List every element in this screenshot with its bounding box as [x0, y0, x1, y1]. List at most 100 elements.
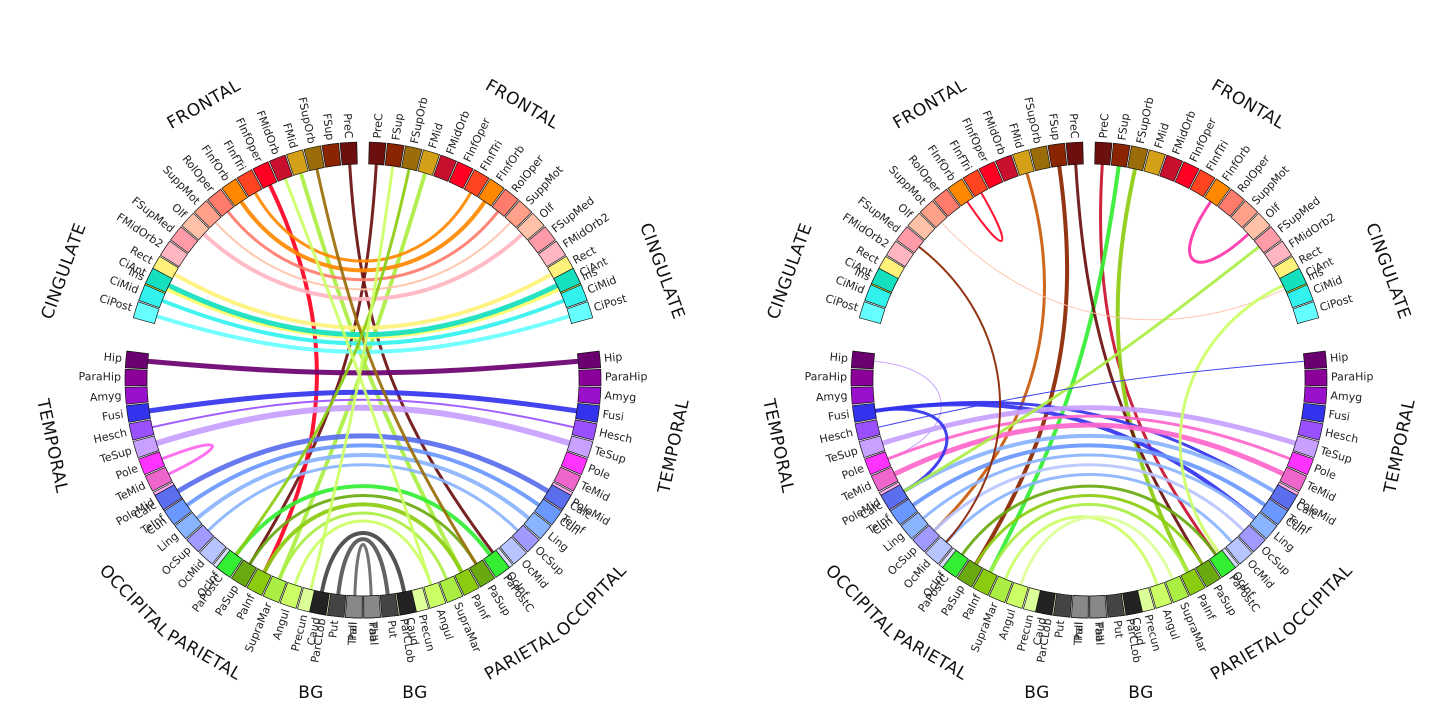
segment-right-finftri	[463, 169, 490, 198]
label-left-put: Put	[1052, 619, 1067, 639]
link-angul-angul	[293, 519, 433, 586]
segment-left-fsuporb	[303, 145, 325, 172]
segment-right-thal	[1070, 595, 1089, 619]
label-right-fsuporb: FSupOrb	[1134, 96, 1157, 145]
segment-right-hip	[576, 350, 602, 370]
segment-right-amyg	[1303, 386, 1328, 405]
segment-right-fsup	[384, 142, 405, 168]
lobe-label-right-parietal: PARIETAL	[481, 626, 562, 685]
lobe-label-right-frontal: FRONTAL	[1208, 76, 1288, 134]
segment-right-fsupmed	[527, 226, 556, 254]
link-ocsup-ocsup	[933, 463, 1245, 532]
region-segments	[124, 141, 602, 619]
segment-left-ciant	[871, 267, 899, 293]
segment-left-calc	[880, 484, 909, 511]
segment-left-cipost	[858, 301, 886, 324]
segment-right-hesch	[571, 419, 598, 441]
label-right-fmid: FMid	[426, 121, 446, 150]
segment-right-ciant	[553, 267, 581, 293]
segment-left-fsupmed	[170, 226, 199, 254]
bg-label-left: BG	[298, 683, 324, 703]
segment-right-finftri	[1189, 169, 1216, 198]
region-segments	[850, 141, 1328, 619]
link-painf-painf	[989, 502, 1189, 573]
segment-left-ocmid	[924, 536, 953, 565]
segment-right-thal	[344, 595, 363, 619]
segment-right-suppmot	[1230, 200, 1259, 229]
segment-left-fmidorb2	[885, 240, 915, 268]
segment-left-angul	[1005, 582, 1029, 609]
segment-left-hip	[850, 350, 876, 370]
segment-left-pole	[138, 451, 166, 476]
label-left-caud: Caud	[1031, 616, 1049, 646]
link-supramar-supramar	[278, 511, 448, 580]
link-fusi-calc	[874, 400, 1275, 493]
link-pasup-pasup	[974, 494, 1204, 565]
link-temid-temid	[892, 422, 1286, 477]
bg-label-right: BG	[402, 683, 428, 703]
label-right-thal: Thal	[346, 622, 360, 647]
label-left-parahip: ParaHip	[79, 370, 122, 383]
label-right-fusi: Fusi	[602, 408, 625, 424]
segment-left-finfoper	[252, 161, 278, 189]
label-left-cipost: CiPost	[98, 292, 135, 315]
link-finftri-finftri	[254, 192, 472, 263]
segment-right-caud	[396, 590, 417, 616]
segment-right-fusi	[575, 402, 600, 423]
label-left-olf: Olf	[169, 201, 190, 222]
segment-right-temid	[1279, 466, 1308, 492]
label-right-prec: PreC	[1097, 113, 1112, 139]
label-left-fusi: Fusi	[827, 408, 850, 424]
label-right-fmid: FMid	[1152, 121, 1172, 150]
segment-left-ciant	[145, 267, 173, 293]
segment-left-olf	[907, 212, 936, 241]
segment-left-cun	[889, 498, 919, 526]
segment-right-cipost	[1292, 301, 1320, 324]
segment-right-ocsup	[1237, 524, 1266, 553]
segment-left-parahip	[124, 368, 148, 387]
segment-right-calc	[543, 484, 572, 511]
label-left-olf: Olf	[895, 201, 916, 222]
label-right-fsuporb: FSupOrb	[408, 96, 431, 145]
label-right-prec: PreC	[371, 113, 386, 139]
lobe-label-left-temporal: TEMPORAL	[32, 396, 72, 495]
segment-right-pole	[1286, 451, 1314, 476]
label-left-angul: Angul	[996, 607, 1018, 641]
label-right-amyg: Amyg	[604, 389, 637, 404]
label-left-painf: PaInf	[960, 591, 984, 622]
label-left-ins: Ins	[852, 265, 872, 284]
link-fusi-ling	[874, 402, 1257, 520]
segment-right-tesup	[566, 435, 594, 459]
segment-right-finfoper	[1174, 161, 1200, 189]
link-ling-ling	[195, 453, 531, 520]
label-right-amyg: Amyg	[1330, 389, 1363, 404]
label-left-hip: Hip	[829, 350, 848, 365]
link-pall-pall	[353, 543, 373, 597]
segment-right-ocsup	[511, 524, 540, 553]
segment-right-papostc	[483, 549, 511, 578]
label-right-put: Put	[1111, 620, 1126, 640]
label-right-cipost: CiPost	[1318, 292, 1355, 315]
segment-left-roloper	[933, 188, 961, 217]
segment-left-fusi	[852, 402, 877, 423]
link-put-put	[336, 537, 390, 596]
segment-left-amyg	[850, 386, 875, 405]
segment-right-hip	[1302, 350, 1328, 370]
segment-right-prec	[1094, 141, 1113, 166]
segment-left-tesup	[132, 435, 160, 459]
label-right-olf: Olf	[537, 200, 558, 221]
label-left-fsuporb: FSupOrb	[1021, 96, 1044, 145]
segment-left-fmid	[286, 149, 309, 176]
segment-left-ocsup	[186, 524, 215, 553]
segment-left-thal	[1089, 595, 1108, 619]
segment-left-ling	[900, 511, 929, 540]
segment-left-fmidorb2	[159, 240, 189, 268]
segment-right-fsuporb	[1127, 145, 1149, 172]
segment-left-finftri	[962, 169, 989, 198]
segment-left-amyg	[124, 386, 149, 405]
label-left-amyg: Amyg	[89, 389, 122, 404]
link-fsuporb-pasup	[315, 168, 478, 565]
link-pasup-pasup	[248, 494, 478, 565]
